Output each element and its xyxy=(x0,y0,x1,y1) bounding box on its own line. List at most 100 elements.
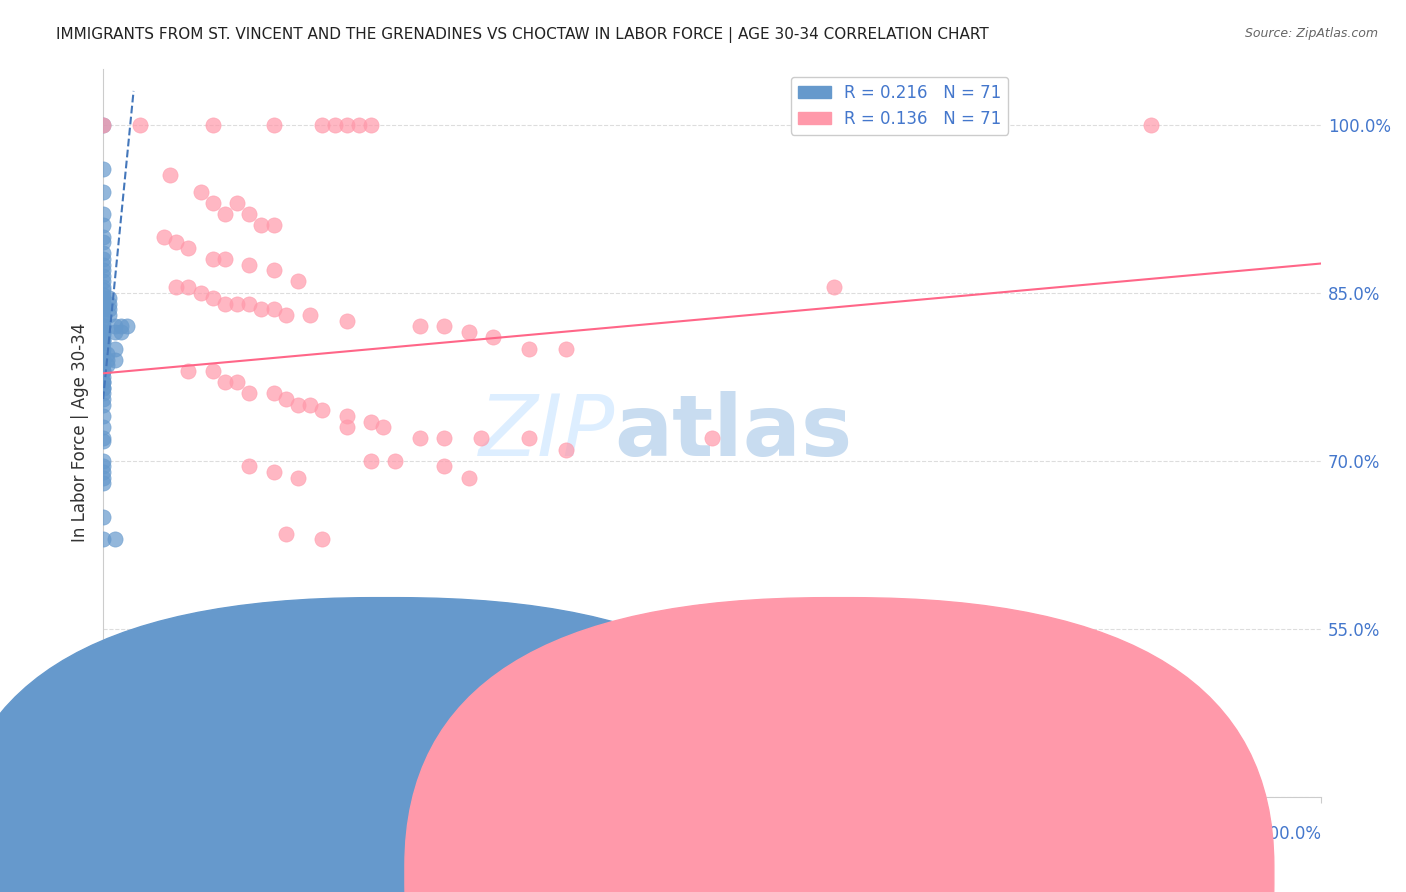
Point xyxy=(104,342,127,356)
Point xyxy=(470,431,492,445)
Point xyxy=(91,376,114,390)
Point xyxy=(201,196,224,211)
Point xyxy=(91,376,114,390)
Point xyxy=(91,258,114,272)
Point xyxy=(91,465,114,479)
Point xyxy=(91,359,114,373)
Point xyxy=(98,302,121,317)
Point xyxy=(91,434,114,448)
Point xyxy=(91,325,114,339)
Point xyxy=(274,308,297,322)
Point xyxy=(98,291,121,305)
Point xyxy=(823,280,845,294)
Point xyxy=(91,291,114,305)
Point xyxy=(263,219,285,233)
Point xyxy=(91,409,114,423)
Point xyxy=(91,302,114,317)
Point xyxy=(91,398,114,412)
Point xyxy=(91,364,114,378)
Point xyxy=(201,364,224,378)
Point xyxy=(177,241,200,255)
Point xyxy=(91,263,114,277)
Point xyxy=(214,252,236,266)
Point xyxy=(91,509,114,524)
Point xyxy=(263,386,285,401)
Point xyxy=(91,299,114,313)
Point xyxy=(482,330,505,344)
Point xyxy=(470,605,492,619)
Point xyxy=(457,470,479,484)
Point xyxy=(384,454,406,468)
Point xyxy=(519,431,541,445)
Point xyxy=(336,420,359,434)
Point xyxy=(91,235,114,250)
Point xyxy=(91,392,114,406)
Point xyxy=(457,656,479,670)
Point xyxy=(201,118,224,132)
Point xyxy=(91,319,114,334)
Point xyxy=(91,252,114,266)
Point xyxy=(91,347,114,361)
Point xyxy=(104,352,127,367)
Point xyxy=(91,420,114,434)
Point xyxy=(347,118,370,132)
Point xyxy=(287,470,309,484)
Point xyxy=(519,610,541,624)
Text: Choctaw: Choctaw xyxy=(860,869,927,883)
Point xyxy=(190,285,212,300)
Point xyxy=(91,364,114,378)
Point xyxy=(433,459,456,474)
Point xyxy=(91,268,114,283)
Point xyxy=(91,229,114,244)
Point xyxy=(153,229,176,244)
Point xyxy=(110,319,132,334)
Point xyxy=(91,219,114,233)
Point xyxy=(98,308,121,322)
Point xyxy=(117,319,139,334)
Point xyxy=(91,328,114,343)
Point xyxy=(91,476,114,491)
Point xyxy=(457,325,479,339)
Point xyxy=(299,398,322,412)
Point xyxy=(96,352,118,367)
Point xyxy=(238,258,260,272)
Point xyxy=(91,352,114,367)
Point xyxy=(263,465,285,479)
Point xyxy=(98,297,121,311)
Point xyxy=(336,409,359,423)
Point xyxy=(128,118,150,132)
Point xyxy=(700,431,723,445)
Point xyxy=(238,207,260,221)
Y-axis label: In Labor Force | Age 30-34: In Labor Force | Age 30-34 xyxy=(72,323,89,542)
Point xyxy=(91,319,114,334)
Point xyxy=(104,319,127,334)
Text: Immigrants from St. Vincent and the Grenadines: Immigrants from St. Vincent and the Gren… xyxy=(408,869,780,883)
Point xyxy=(91,454,114,468)
Point xyxy=(336,118,359,132)
Point xyxy=(323,118,346,132)
Point xyxy=(104,325,127,339)
Point xyxy=(336,313,359,327)
Point xyxy=(110,325,132,339)
Point xyxy=(91,275,114,289)
Point xyxy=(91,369,114,384)
Point xyxy=(91,532,114,546)
Point xyxy=(360,118,382,132)
Point xyxy=(263,302,285,317)
Point xyxy=(96,359,118,373)
Point xyxy=(555,342,578,356)
Point xyxy=(226,376,249,390)
Point xyxy=(91,284,114,298)
Point xyxy=(91,431,114,445)
Point xyxy=(311,403,333,417)
Text: Source: ZipAtlas.com: Source: ZipAtlas.com xyxy=(1244,27,1378,40)
Point xyxy=(177,280,200,294)
Point xyxy=(555,442,578,457)
Text: atlas: atlas xyxy=(614,392,853,475)
Point xyxy=(214,376,236,390)
Point xyxy=(91,381,114,395)
Point xyxy=(689,605,711,619)
Point xyxy=(91,333,114,347)
Point xyxy=(91,308,114,322)
Point xyxy=(91,459,114,474)
